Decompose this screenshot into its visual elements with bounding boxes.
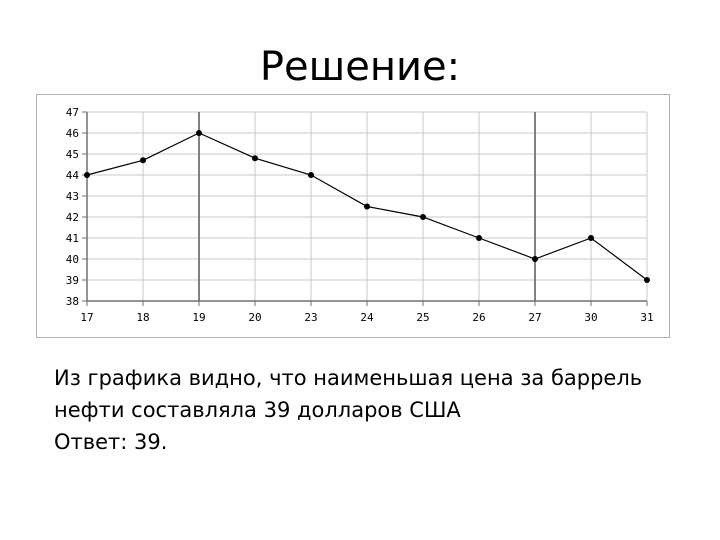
- data-point: [196, 130, 202, 136]
- x-tick-label: 31: [640, 311, 653, 324]
- data-point: [532, 256, 538, 262]
- chart-frame: [36, 94, 670, 338]
- data-point: [644, 277, 650, 283]
- data-point: [476, 235, 482, 241]
- y-tick-label: 38: [66, 295, 79, 308]
- data-point: [84, 172, 90, 178]
- x-tick-label: 30: [584, 311, 597, 324]
- answer-line: Ответ: 39.: [54, 430, 168, 454]
- x-tick-label: 17: [80, 311, 93, 324]
- y-tick-label: 44: [66, 169, 80, 182]
- y-tick-label: 40: [66, 253, 79, 266]
- slide-title: Решение:: [259, 44, 461, 90]
- y-tick-label: 42: [66, 211, 79, 224]
- x-tick-label: 25: [416, 311, 429, 324]
- price-line-chart: 38 39 40 41 42 43 44 45 46 47 17 18 19 20 23 24 25 26 27 30…: [66, 106, 654, 324]
- data-point: [588, 235, 594, 241]
- y-tick-label: 47: [66, 106, 79, 119]
- solution-line-2: нефти составляла 39 долларов США: [54, 398, 461, 422]
- x-tick-label: 23: [304, 311, 317, 324]
- x-tick-label: 18: [136, 311, 149, 324]
- data-point: [140, 157, 146, 164]
- y-tick-label: 39: [66, 274, 79, 287]
- y-tick-label: 45: [66, 148, 79, 161]
- data-point: [252, 155, 258, 162]
- x-tick-label: 27: [528, 311, 541, 324]
- x-tick-label: 19: [192, 311, 205, 324]
- data-point: [420, 214, 426, 220]
- solution-text: Из графика видно, что наименьшая цена за…: [54, 362, 694, 458]
- solution-line-1: Из графика видно, что наименьшая цена за…: [54, 366, 643, 390]
- y-tick-label: 46: [66, 127, 79, 140]
- y-tick-label: 43: [66, 190, 79, 203]
- x-tick-label: 20: [248, 311, 261, 324]
- data-point: [364, 203, 370, 210]
- data-point: [308, 172, 314, 178]
- x-tick-label: 26: [472, 311, 485, 324]
- y-tick-label: 41: [66, 232, 79, 245]
- x-tick-label: 24: [360, 311, 374, 324]
